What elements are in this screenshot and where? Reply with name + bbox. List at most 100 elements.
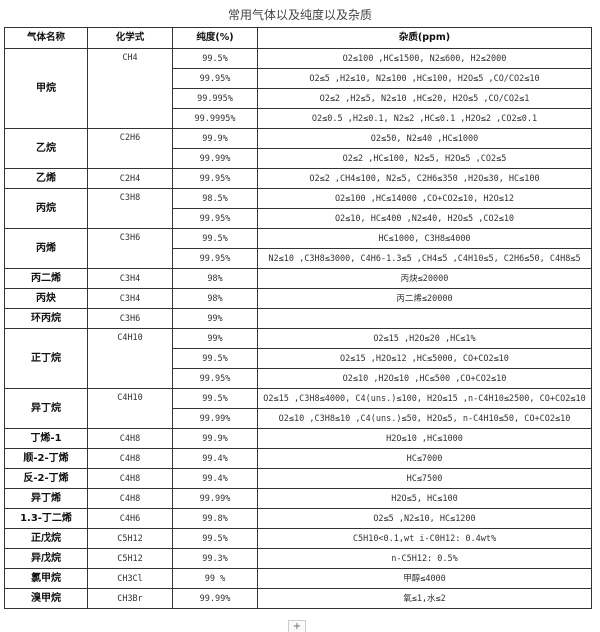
impurity-cell: O2≤100 ,HC≤1500, N2≤600, H2≤2000 xyxy=(257,48,592,69)
impurity-cell: O2≤5 ,N2≤10, HC≤1200 xyxy=(257,508,592,529)
formula-cell: C5H12 xyxy=(87,548,173,569)
table-row: 丁烯-1 C4H8 99.9% H2O≤10 ,HC≤1000 xyxy=(4,428,592,449)
impurity-cell: H2O≤10 ,HC≤1000 xyxy=(257,428,592,449)
impurity-cell: C5H10<0.1,wt i-C0H12: 0.4wt% xyxy=(257,528,592,549)
purity-cell: 99.5% xyxy=(172,228,258,249)
gas-name-cell: 乙烷 xyxy=(4,128,88,169)
purity-cell: 99% xyxy=(172,308,258,329)
impurity-cell: O2≤5 ,H2≤10, N2≤100 ,HC≤100, H2O≤5 ,CO/C… xyxy=(257,68,592,89)
gas-name-cell: 异戊烷 xyxy=(4,548,88,569)
gas-name-cell: 反-2-丁烯 xyxy=(4,468,88,489)
purity-cell: 99.8% xyxy=(172,508,258,529)
impurity-cell: O2≤15 ,C3H8≤4000, C4(uns.)≤100, H2O≤15 ,… xyxy=(257,388,592,409)
purity-cell: 99.95% xyxy=(172,248,258,269)
gas-name-cell: 异丁烯 xyxy=(4,488,88,509)
impurity-cell: 丙二烯≤20000 xyxy=(257,288,592,309)
purity-cell: 99.9% xyxy=(172,428,258,449)
formula-cell: CH4 xyxy=(87,48,173,129)
impurity-cell: O2≤100 ,HC≤14000 ,CO+CO2≤10, H2O≤12 xyxy=(257,188,592,209)
purity-cell: 99.9995% xyxy=(172,108,258,129)
purity-cell: 99.99% xyxy=(172,408,258,429)
gas-name-cell: 甲烷 xyxy=(4,48,88,129)
table-row: 正戊烷 C5H12 99.5% C5H10<0.1,wt i-C0H12: 0.4wt… xyxy=(4,528,592,549)
impurity-cell: O2≤15 ,H2O≤20 ,HC≤1% xyxy=(257,328,592,349)
gas-name-cell: 正戊烷 xyxy=(4,528,88,549)
impurity-cell: 甲醇≤4000 xyxy=(257,568,592,589)
impurity-cell: N2≤10 ,C3H8≤3000, C4H6-1.3≤5 ,CH4≤5 ,C4H… xyxy=(257,248,592,269)
impurity-cell: O2≤2 ,H2≤5, N2≤10 ,HC≤20, H2O≤5 ,CO/CO2≤… xyxy=(257,88,592,109)
formula-cell: C4H8 xyxy=(87,428,173,449)
gas-name-cell: 丙炔 xyxy=(4,288,88,309)
purity-cell: 99.99% xyxy=(172,588,258,609)
impurity-cell: O2≤0.5 ,H2≤0.1, N2≤2 ,HC≤0.1 ,H2O≤2 ,CO2… xyxy=(257,108,592,129)
table-row: 乙烷 C2H6 99.9% O2≤50, N2≤40 ,HC≤1000 xyxy=(4,128,592,169)
gas-name-cell: 溴甲烷 xyxy=(4,588,88,609)
purity-cell: 99.4% xyxy=(172,468,258,489)
formula-cell: C3H4 xyxy=(87,288,173,309)
formula-cell: CH3Cl xyxy=(87,568,173,589)
table-row: 溴甲烷 CH3Br 99.99% 氧≤1,水≤2 xyxy=(4,588,592,609)
header-gas-name: 气体名称 xyxy=(4,27,88,49)
formula-cell: C4H8 xyxy=(87,468,173,489)
formula-cell: C3H6 xyxy=(87,308,173,329)
impurity-cell: O2≤15 ,H2O≤12 ,HC≤5000, CO+CO2≤10 xyxy=(257,348,592,369)
purity-cell: 99.995% xyxy=(172,88,258,109)
table-row: 1.3-丁二烯 C4H6 99.8% O2≤5 ,N2≤10, HC≤1200 xyxy=(4,508,592,529)
table-row: 异戊烷 C5H12 99.3% n-C5H12: 0.5% xyxy=(4,548,592,569)
table-row: 异丁烯 C4H8 99.99% H2O≤5, HC≤100 xyxy=(4,488,592,509)
formula-cell: C4H8 xyxy=(87,448,173,469)
impurity-cell xyxy=(257,308,592,329)
formula-cell: C2H4 xyxy=(87,168,173,189)
impurity-cell: HC≤7500 xyxy=(257,468,592,489)
purity-cell: 99.95% xyxy=(172,68,258,89)
formula-cell: C3H8 xyxy=(87,188,173,229)
table-row: 氯甲烷 CH3Cl 99 % 甲醇≤4000 xyxy=(4,568,592,589)
table-row: 环丙烷 C3H6 99% xyxy=(4,308,592,329)
page-title: 常用气体以及纯度以及杂质 xyxy=(227,8,372,22)
header-impurity: 杂质(ppm) xyxy=(257,27,592,49)
gas-name-cell: 乙烯 xyxy=(4,168,88,189)
gas-name-cell: 异丁烷 xyxy=(4,388,88,429)
impurity-cell: O2≤10 ,C3H8≤10 ,C4(uns.)≤50, H2O≤5, n-C4… xyxy=(257,408,592,429)
impurity-cell: 氧≤1,水≤2 xyxy=(257,588,592,609)
purity-cell: 99.5% xyxy=(172,528,258,549)
impurity-cell: O2≤2 ,HC≤100, N2≤5, H2O≤5 ,CO2≤5 xyxy=(257,148,592,169)
table-row: 99.95% O2≤10 ,H2O≤10 ,HC≤500 ,CO+CO2≤10 xyxy=(5,368,592,389)
formula-cell: C4H6 xyxy=(87,508,173,529)
formula-cell: C2H6 xyxy=(87,128,173,169)
formula-cell: CH3Br xyxy=(87,588,173,609)
table-row: 99.95% O2≤10, HC≤400 ,N2≤40, H2O≤5 ,CO2≤1… xyxy=(5,208,592,229)
table-row: 甲烷 CH4 99.5% O2≤100 ,HC≤1500, N2≤600, H2≤20… xyxy=(4,48,592,129)
purity-cell: 99.5% xyxy=(172,48,258,69)
purity-cell: 98.5% xyxy=(172,188,258,209)
table-row: 异丁烷 C4H10 99.5% O2≤15 ,C3H8≤4000, C4(uns.)≤… xyxy=(4,388,592,429)
gas-name-cell: 丙二烯 xyxy=(4,268,88,289)
impurity-cell: HC≤7000 xyxy=(257,448,592,469)
header-row: 气体名称 化学式 纯度(%) 杂质(ppm) xyxy=(4,27,592,49)
impurity-cell: 丙炔≤20000 xyxy=(257,268,592,289)
impurity-cell: HC≤1000, C3H8≤4000 xyxy=(257,228,592,249)
table-row: 丙烷 C3H8 98.5% O2≤100 ,HC≤14000 ,CO+CO2≤10, … xyxy=(4,188,592,229)
purity-cell: 99.95% xyxy=(172,208,258,229)
table-row: 丙二烯 C3H4 98% 丙炔≤20000 xyxy=(4,268,592,289)
purity-cell: 99.4% xyxy=(172,448,258,469)
purity-cell: 99.99% xyxy=(172,488,258,509)
purity-cell: 98% xyxy=(172,268,258,289)
add-button[interactable]: + xyxy=(288,620,306,632)
table-row: 丙烯 C3H6 99.5% HC≤1000, C3H8≤4000 xyxy=(4,228,592,269)
gas-name-cell: 丙烯 xyxy=(4,228,88,269)
gas-name-cell: 正丁烷 xyxy=(4,328,88,389)
purity-cell: 99.3% xyxy=(172,548,258,569)
purity-cell: 99 % xyxy=(172,568,258,589)
impurity-cell: O2≤50, N2≤40 ,HC≤1000 xyxy=(257,128,592,149)
table-row: 99.99% O2≤2 ,HC≤100, N2≤5, H2O≤5 ,CO2≤5 xyxy=(5,148,592,169)
header-formula: 化学式 xyxy=(87,27,173,49)
purity-cell: 99.95% xyxy=(172,368,258,389)
formula-cell: C3H6 xyxy=(87,228,173,269)
gas-name-cell: 1.3-丁二烯 xyxy=(4,508,88,529)
purity-cell: 98% xyxy=(172,288,258,309)
gas-name-cell: 环丙烷 xyxy=(4,308,88,329)
impurity-cell: O2≤2 ,CH4≤100, N2≤5, C2H6≤350 ,H2O≤30, H… xyxy=(257,168,592,189)
formula-cell: C4H10 xyxy=(87,328,173,389)
gas-name-cell: 丙烷 xyxy=(4,188,88,229)
